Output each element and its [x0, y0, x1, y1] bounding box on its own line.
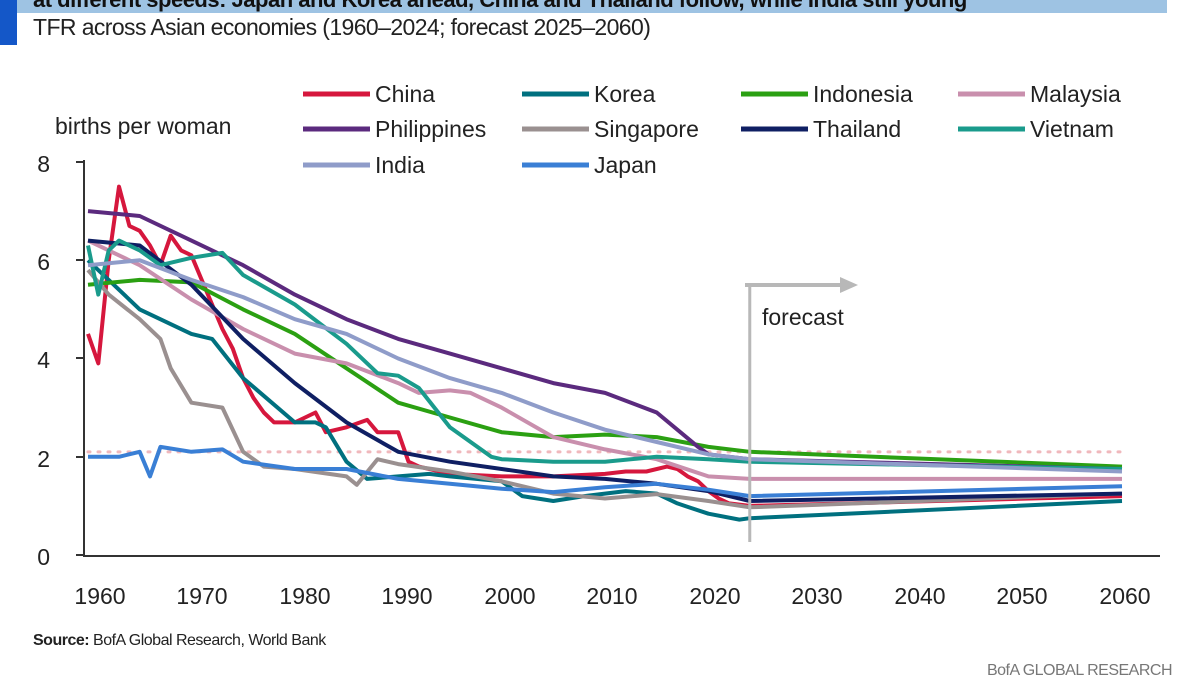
- x-tick-label: 2020: [689, 583, 740, 609]
- y-tick-label: 4: [37, 347, 50, 373]
- forecast-label: forecast: [762, 304, 844, 330]
- series-line-india: [87, 258, 1123, 474]
- forecast-arrow-icon: [840, 277, 858, 293]
- x-tick-label: 1980: [279, 583, 330, 609]
- legend-label-india: India: [375, 152, 425, 178]
- series-line-japan: [88, 444, 1123, 499]
- legend-label-korea: Korea: [594, 81, 656, 107]
- legend-label-japan: Japan: [594, 152, 657, 178]
- chart-subtitle: TFR across Asian economies (1960–2024; f…: [33, 14, 651, 40]
- legend: China Korea Indonesia Malaysia Philippin…: [303, 81, 1121, 178]
- y-tick-label: 0: [37, 544, 50, 570]
- source-label: Source:: [33, 632, 90, 649]
- brand-label: BofA GLOBAL RESEARCH: [986, 662, 1173, 679]
- x-tick-label: 1960: [74, 583, 125, 609]
- x-tick-label: 2030: [791, 583, 842, 609]
- x-tick-label: 2000: [484, 583, 535, 609]
- x-tick-label: 2050: [996, 583, 1047, 609]
- x-tick-label: 2060: [1099, 583, 1150, 609]
- legend-label-singapore: Singapore: [594, 116, 699, 142]
- legend-label-thailand: Thailand: [813, 116, 901, 142]
- legend-label-philippines: Philippines: [375, 116, 486, 142]
- x-tick-label: 2010: [586, 583, 637, 609]
- series-line-vietnam: [86, 238, 1123, 471]
- series-line-korea: [86, 258, 1123, 522]
- title-band: at different speeds: Japan and Korea ahe…: [17, 0, 1167, 13]
- accent-bar: [0, 0, 17, 45]
- y-tick-label: 6: [37, 249, 50, 275]
- x-tick-label: 1990: [381, 583, 432, 609]
- legend-label-malaysia: Malaysia: [1030, 81, 1121, 107]
- series-line-china: [86, 184, 1123, 508]
- x-tick-label: 1970: [176, 583, 227, 609]
- y-ticks: 0 2 4 6 8: [37, 151, 84, 570]
- series-line-singapore: [86, 268, 1123, 510]
- series-lines: [86, 184, 1123, 522]
- x-ticks: 1960 1970 1980 1990 2000 2010 2020 2030 …: [74, 583, 1150, 609]
- x-tick-label: 2040: [894, 583, 945, 609]
- y-tick-label: 2: [37, 446, 50, 472]
- source-note: Source: BofA Global Research, World Bank: [33, 632, 326, 650]
- legend-label-indonesia: Indonesia: [813, 81, 913, 107]
- source-text: BofA Global Research, World Bank: [89, 632, 326, 649]
- legend-label-china: China: [375, 81, 435, 107]
- legend-label-vietnam: Vietnam: [1030, 116, 1114, 142]
- y-axis-label: births per woman: [55, 113, 231, 139]
- chart-title: at different speeds: Japan and Korea ahe…: [33, 0, 967, 13]
- y-tick-label: 8: [37, 151, 50, 177]
